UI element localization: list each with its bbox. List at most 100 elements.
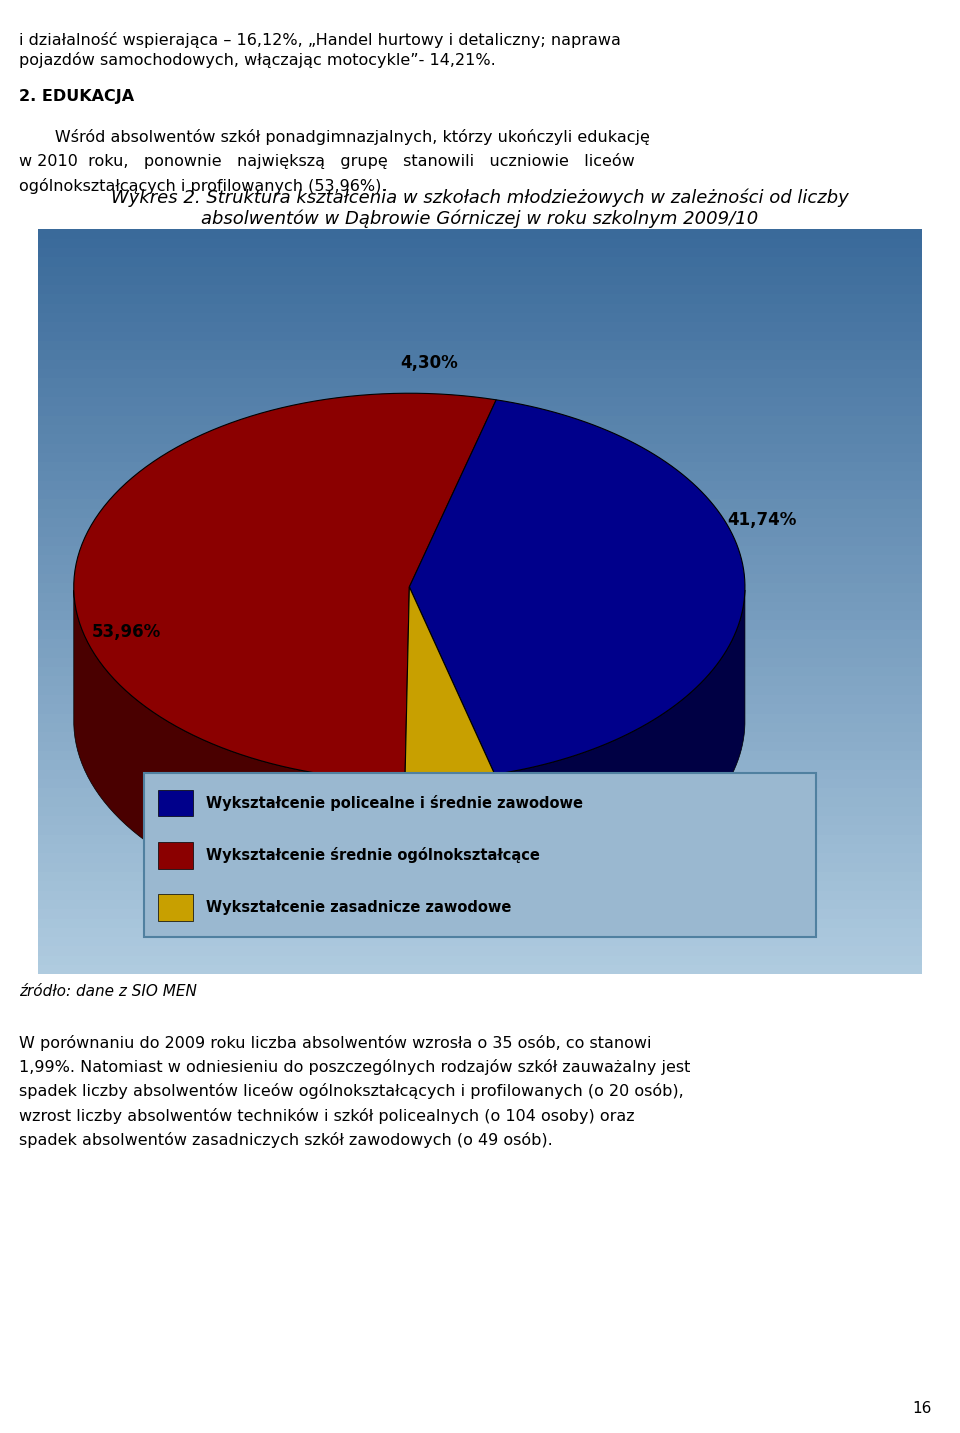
Polygon shape xyxy=(74,393,496,781)
Bar xyxy=(38,797,922,807)
FancyBboxPatch shape xyxy=(144,774,816,937)
Text: ogólnokształcących i profilowanych (53,96%).: ogólnokształcących i profilowanych (53,9… xyxy=(19,178,387,193)
Bar xyxy=(38,732,922,742)
Text: Wśród absolwentów szkół ponadgimnazjalnych, którzy ukończyli edukację: Wśród absolwentów szkół ponadgimnazjalny… xyxy=(19,129,650,145)
Bar xyxy=(38,397,922,407)
Bar xyxy=(38,275,922,285)
Bar xyxy=(38,295,922,304)
Bar xyxy=(38,424,922,434)
Bar xyxy=(38,759,922,770)
Text: spadek absolwentów zasadniczych szkół zawodowych (o 49 osób).: spadek absolwentów zasadniczych szkół za… xyxy=(19,1132,553,1148)
Text: i działalność wspierająca – 16,12%, „Handel hurtowy i detaliczny; naprawa: i działalność wspierająca – 16,12%, „Han… xyxy=(19,32,621,47)
Bar xyxy=(38,956,922,966)
Text: spadek liczby absolwentów liceów ogólnokształcących i profilowanych (o 20 osób),: spadek liczby absolwentów liceów ogólnok… xyxy=(19,1083,684,1099)
Bar xyxy=(38,536,922,546)
Bar xyxy=(38,929,922,937)
Bar xyxy=(38,229,922,238)
Bar xyxy=(38,631,922,639)
Bar xyxy=(38,919,922,929)
Bar xyxy=(38,378,922,387)
Bar xyxy=(38,267,922,275)
Bar xyxy=(38,517,922,527)
Bar xyxy=(38,314,922,322)
Bar xyxy=(38,490,922,500)
Bar xyxy=(38,370,922,378)
Text: źródło: dane z SIO MEN: źródło: dane z SIO MEN xyxy=(19,984,197,999)
Bar xyxy=(38,583,922,593)
Text: pojazdów samochodowych, włączając motocykle”- 14,21%.: pojazdów samochodowych, włączając motocy… xyxy=(19,52,496,67)
Bar xyxy=(38,844,922,854)
Bar xyxy=(38,304,922,314)
Bar xyxy=(38,593,922,602)
Bar xyxy=(38,248,922,257)
Bar xyxy=(38,461,922,471)
Polygon shape xyxy=(405,774,494,914)
Bar xyxy=(38,341,922,350)
Text: 53,96%: 53,96% xyxy=(91,623,160,641)
Bar xyxy=(38,500,922,509)
Text: w 2010  roku,   ponownie   największą   grupę   stanowili   uczniowie   liceów: w 2010 roku, ponownie największą grupę s… xyxy=(19,153,635,169)
Bar xyxy=(38,648,922,658)
Bar xyxy=(38,751,922,759)
Bar xyxy=(38,612,922,620)
Bar xyxy=(38,322,922,332)
Bar xyxy=(38,471,922,481)
Bar xyxy=(38,258,922,267)
Bar xyxy=(38,966,922,974)
Bar xyxy=(38,332,922,341)
Bar xyxy=(38,575,922,583)
Bar xyxy=(38,509,922,517)
Polygon shape xyxy=(409,400,745,774)
Bar xyxy=(157,790,193,817)
Bar xyxy=(38,770,922,780)
Bar xyxy=(38,238,922,248)
Bar xyxy=(38,714,922,722)
Text: Wykształcenie średnie ogólnokształcące: Wykształcenie średnie ogólnokształcące xyxy=(206,847,540,863)
Bar xyxy=(38,434,922,444)
Bar xyxy=(38,527,922,537)
Bar xyxy=(38,788,922,797)
Polygon shape xyxy=(74,590,405,914)
Bar xyxy=(38,817,922,825)
Bar xyxy=(38,900,922,909)
Bar xyxy=(38,891,922,900)
Text: 41,74%: 41,74% xyxy=(728,512,797,529)
Bar xyxy=(38,881,922,891)
Bar xyxy=(38,825,922,834)
Polygon shape xyxy=(409,588,494,909)
Text: 4,30%: 4,30% xyxy=(400,354,458,373)
Bar xyxy=(38,686,922,695)
Bar xyxy=(157,894,193,921)
Bar xyxy=(38,481,922,490)
Bar xyxy=(38,351,922,360)
Bar xyxy=(38,668,922,676)
Bar xyxy=(38,722,922,732)
Text: wzrost liczby absolwentów techników i szkół policealnych (o 104 osoby) oraz: wzrost liczby absolwentów techników i sz… xyxy=(19,1108,635,1123)
Bar xyxy=(38,285,922,295)
Text: 16: 16 xyxy=(912,1401,931,1416)
Bar xyxy=(38,602,922,610)
Bar xyxy=(38,546,922,555)
Bar xyxy=(38,742,922,751)
Bar xyxy=(38,854,922,863)
Text: 2. EDUKACJA: 2. EDUKACJA xyxy=(19,89,134,103)
Polygon shape xyxy=(405,588,409,914)
Bar xyxy=(38,388,922,397)
Text: Wykres 2. Struktura kształcenia w szkołach młodzieżowych w zależności od liczby: Wykres 2. Struktura kształcenia w szkoła… xyxy=(111,189,849,206)
Bar xyxy=(38,565,922,575)
Bar xyxy=(38,639,922,648)
Text: Wykształcenie policealne i średnie zawodowe: Wykształcenie policealne i średnie zawod… xyxy=(206,795,584,811)
Bar xyxy=(38,360,922,370)
Polygon shape xyxy=(405,588,494,781)
Bar xyxy=(38,871,922,881)
Bar xyxy=(38,695,922,705)
Polygon shape xyxy=(405,588,409,914)
Text: 1,99%. Natomiast w odniesieniu do poszczególnych rodzajów szkół zauważalny jest: 1,99%. Natomiast w odniesieniu do poszcz… xyxy=(19,1059,690,1075)
Bar xyxy=(157,841,193,868)
Bar xyxy=(38,444,922,453)
Bar xyxy=(38,555,922,565)
Bar xyxy=(38,946,922,956)
Bar xyxy=(38,910,922,919)
Text: W porównaniu do 2009 roku liczba absolwentów wzrosła o 35 osób, co stanowi: W porównaniu do 2009 roku liczba absolwe… xyxy=(19,1035,652,1050)
Polygon shape xyxy=(409,588,494,909)
